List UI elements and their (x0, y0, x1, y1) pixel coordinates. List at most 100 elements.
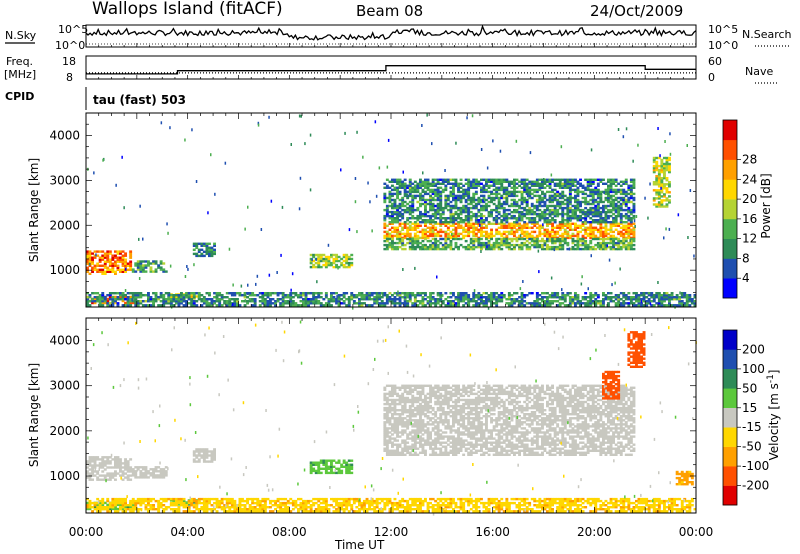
data-cell (591, 214, 595, 218)
data-cell (602, 200, 605, 204)
data-cell (678, 296, 682, 299)
data-cell (614, 198, 618, 202)
power-colorbar-swatch (723, 179, 737, 200)
data-cell (551, 245, 554, 249)
data-cell (244, 227, 246, 231)
data-cell (416, 217, 420, 220)
data-cell (103, 468, 107, 471)
data-cell (314, 298, 318, 301)
data-cell (568, 188, 572, 192)
data-cell (663, 236, 665, 240)
data-cell (459, 206, 463, 210)
data-cell (213, 248, 216, 251)
data-cell (401, 212, 405, 216)
data-cell (121, 256, 125, 259)
data-cell (96, 292, 100, 295)
data-cell (322, 298, 326, 301)
data-cell (116, 256, 120, 259)
data-cell (467, 186, 471, 189)
data-cell (467, 219, 471, 222)
data-cell (591, 294, 595, 297)
data-cell (561, 302, 565, 305)
data-cell (596, 204, 600, 208)
data-cell (139, 260, 143, 263)
data-cell (523, 300, 527, 303)
data-cell (446, 217, 450, 220)
data-cell (383, 294, 387, 297)
data-cell (205, 448, 209, 451)
data-cell (195, 454, 199, 457)
data-cell (454, 298, 458, 301)
data-cell (345, 257, 349, 261)
data-cell (159, 300, 163, 303)
data-cell (86, 497, 89, 501)
data-cell (467, 294, 471, 297)
nsky-label: N.Sky (5, 29, 37, 42)
data-cell (114, 462, 117, 465)
data-cell (134, 474, 138, 477)
data-cell (538, 294, 542, 297)
data-cell (566, 243, 570, 247)
data-cell (596, 243, 600, 247)
data-cell (657, 127, 659, 130)
data-cell (579, 214, 582, 218)
data-cell (452, 204, 455, 208)
data-cell (459, 198, 463, 202)
data-cell (251, 292, 255, 295)
data-cell (391, 302, 394, 305)
data-cell (281, 294, 285, 297)
data-cell (492, 234, 496, 238)
data-cell (108, 258, 112, 261)
data-cell (467, 226, 471, 229)
data-cell (568, 202, 572, 206)
data-cell (523, 304, 527, 307)
data-cell (225, 300, 229, 303)
data-cell (457, 194, 460, 198)
power-colorbar-label: Power [dB] (759, 173, 773, 238)
data-cell (214, 192, 216, 196)
data-cell (574, 204, 577, 208)
data-cell (258, 296, 262, 299)
data-cell (141, 474, 145, 477)
data-cell (411, 217, 415, 220)
data-cell (541, 217, 544, 220)
data-cell (202, 452, 206, 455)
data-cell (332, 471, 336, 475)
data-cell (657, 183, 661, 186)
data-cell (169, 300, 173, 303)
data-cell (515, 221, 519, 224)
data-cell (556, 214, 560, 218)
data-cell (192, 242, 196, 245)
data-cell (215, 298, 219, 301)
data-cell (523, 188, 527, 192)
data-cell (436, 208, 440, 212)
data-cell (513, 302, 516, 305)
data-cell (106, 462, 110, 465)
data-cell (464, 298, 468, 301)
data-cell (391, 230, 394, 234)
data-cell (96, 497, 100, 501)
data-cell (520, 247, 524, 251)
data-cell (469, 219, 473, 222)
data-cell (408, 217, 412, 220)
data-cell (596, 194, 600, 198)
data-cell (190, 298, 194, 301)
data-cell (486, 166, 489, 170)
data-cell (152, 470, 155, 473)
data-cell (244, 299, 247, 303)
data-cell (345, 469, 349, 473)
data-cell (546, 222, 549, 225)
data-cell (101, 294, 105, 297)
data-cell (467, 210, 471, 214)
data-cell (96, 510, 100, 513)
data-cell (238, 292, 242, 295)
data-cell (208, 460, 211, 463)
data-cell (607, 245, 610, 249)
data-cell (510, 247, 514, 251)
data-cell (370, 304, 374, 307)
data-cell (495, 298, 499, 301)
data-cell (266, 294, 270, 297)
data-cell (599, 226, 603, 229)
data-cell (477, 224, 481, 227)
data-cell (624, 182, 628, 185)
